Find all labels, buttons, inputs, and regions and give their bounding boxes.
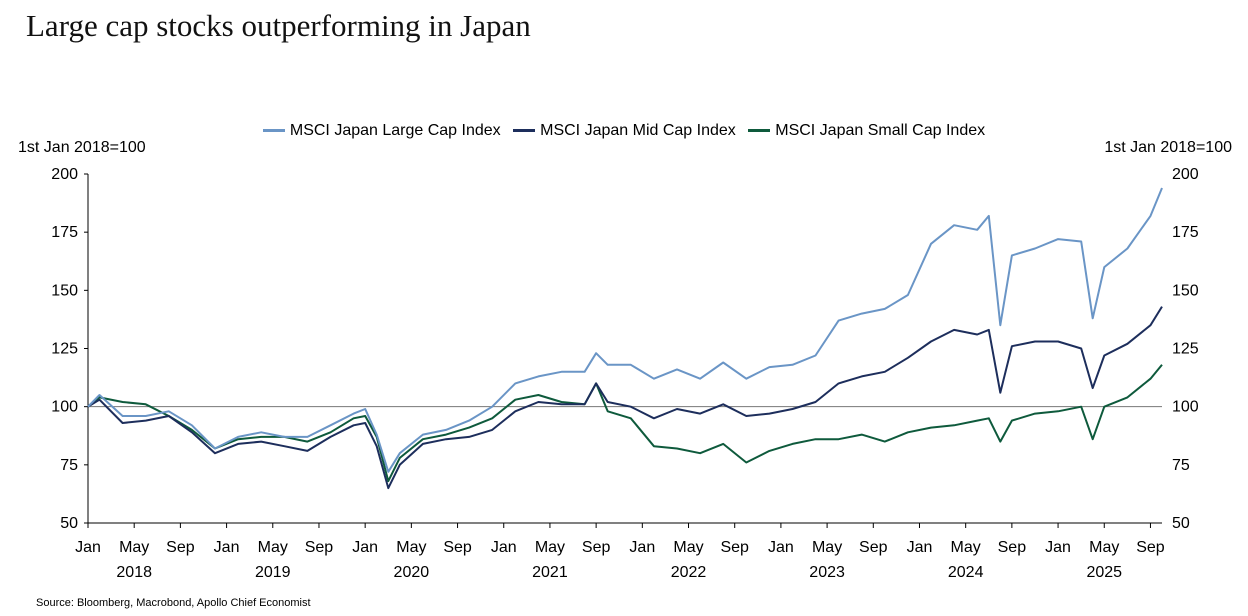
x-tick-label-2019-may: May <box>258 539 288 556</box>
x-tick-label-2019-jan: Jan <box>214 539 240 556</box>
x-year-label-2021: 2021 <box>532 564 568 581</box>
x-tick-label-2023-may: May <box>812 539 842 556</box>
x-tick-label-2022-sep: Sep <box>720 539 749 556</box>
y-tick-label-right-125: 125 <box>1172 341 1199 358</box>
x-tick-label-2021-jan: Jan <box>491 539 517 556</box>
y-tick-label-right-200: 200 <box>1172 166 1199 183</box>
y-tick-label-left-50: 50 <box>60 515 78 532</box>
y-tick-label-right-175: 175 <box>1172 224 1199 241</box>
y-tick-label-left-125: 125 <box>51 341 78 358</box>
x-year-label-2018: 2018 <box>116 564 152 581</box>
x-tick-label-2019-sep: Sep <box>305 539 334 556</box>
x-year-label-2019: 2019 <box>255 564 291 581</box>
x-tick-label-2020-jan: Jan <box>352 539 378 556</box>
legend-label-mid-cap: MSCI Japan Mid Cap Index <box>540 121 736 139</box>
x-year-label-2020: 2020 <box>394 564 430 581</box>
source-note: Source: Bloomberg, Macrobond, Apollo Chi… <box>36 597 311 609</box>
legend-item-small-cap: MSCI Japan Small Cap Index <box>748 122 985 140</box>
x-tick-label-2024-sep: Sep <box>998 539 1027 556</box>
legend-item-large-cap: MSCI Japan Large Cap Index <box>262 121 501 140</box>
x-tick-label-2024-may: May <box>951 539 981 556</box>
x-year-label-2022: 2022 <box>671 564 707 581</box>
series-line-large-cap <box>87 187 1163 473</box>
series-line-mid-cap <box>87 306 1163 490</box>
x-tick-label-2025-sep: Sep <box>1136 539 1165 556</box>
y-tick-label-right-100: 100 <box>1172 399 1199 416</box>
series-line-small-cap <box>87 364 1163 483</box>
x-year-label-2023: 2023 <box>809 564 845 581</box>
legend-swatch-small-cap <box>748 129 771 132</box>
y-tick-label-left-200: 200 <box>51 166 78 183</box>
y-tick-label-left-100: 100 <box>51 399 78 416</box>
x-tick-label-2022-jan: Jan <box>629 539 655 556</box>
legend-label-small-cap: MSCI Japan Small Cap Index <box>775 121 986 139</box>
y-tick-label-left-75: 75 <box>60 457 78 474</box>
x-tick-label-2023-sep: Sep <box>859 539 888 556</box>
x-tick-label-2020-sep: Sep <box>443 539 472 556</box>
y-tick-label-right-150: 150 <box>1172 282 1199 299</box>
x-tick-label-2023-jan: Jan <box>768 539 794 556</box>
x-tick-label-2018-may: May <box>119 539 149 556</box>
y-axis-unit-right: 1st Jan 2018=100 <box>1104 139 1232 156</box>
legend-item-mid-cap: MSCI Japan Mid Cap Index <box>513 122 736 140</box>
y-tick-label-right-50: 50 <box>1172 515 1190 532</box>
legend: MSCI Japan Large Cap Index MSCI Japan Mi… <box>0 119 1248 140</box>
x-tick-label-2024-jan: Jan <box>907 539 933 556</box>
x-year-label-2024: 2024 <box>948 564 984 581</box>
x-tick-label-2018-sep: Sep <box>166 539 195 556</box>
x-tick-label-2022-may: May <box>673 539 703 556</box>
legend-swatch-mid-cap <box>513 129 536 132</box>
x-tick-label-2021-may: May <box>535 539 565 556</box>
x-tick-label-2025-jan: Jan <box>1045 539 1071 556</box>
y-axis-unit-left: 1st Jan 2018=100 <box>18 139 146 156</box>
y-tick-label-left-150: 150 <box>51 282 78 299</box>
legend-swatch-large-cap <box>262 129 285 132</box>
x-year-label-2025: 2025 <box>1086 564 1122 581</box>
chart-title: Large cap stocks outperforming in Japan <box>26 8 531 43</box>
y-tick-label-right-75: 75 <box>1172 457 1190 474</box>
legend-label-large-cap: MSCI Japan Large Cap Index <box>289 121 501 139</box>
x-tick-label-2020-may: May <box>396 539 426 556</box>
x-tick-label-2018-jan: Jan <box>75 539 101 556</box>
x-tick-label-2021-sep: Sep <box>582 539 611 556</box>
x-tick-label-2025-may: May <box>1089 539 1119 556</box>
y-tick-label-left-175: 175 <box>51 224 78 241</box>
